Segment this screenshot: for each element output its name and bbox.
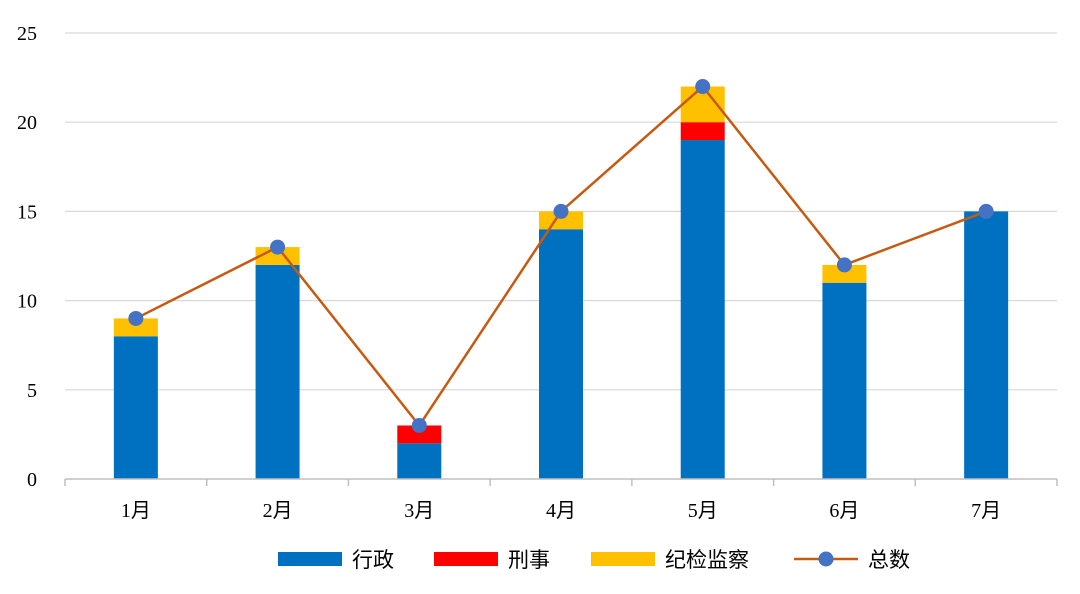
bar-segment [822,264,867,283]
total-marker [836,257,852,273]
bar-segment [397,425,442,444]
total-marker [978,203,994,219]
x-axis: 1月 2月 3月 4月 5月 6月 7月 [64,478,1058,522]
legend-swatch [278,552,342,566]
legend-label: 总数 [868,548,910,572]
bar-segment [822,282,867,479]
bar-segment [397,443,442,479]
total-marker [411,417,427,433]
total-marker [695,79,711,95]
x-tick-label: 3月 [404,500,434,522]
x-tick-label: 4月 [546,500,576,522]
total-line-series [128,79,994,433]
y-tick-label: 15 [17,201,37,223]
legend-swatch [591,552,655,566]
bar-segment [539,211,583,230]
y-tick-label: 25 [17,23,37,45]
legend-label: 刑事 [508,548,550,572]
bar-segment [113,336,158,479]
x-tick-label: 1月 [121,500,151,522]
bar-segment [255,264,300,479]
legend-label: 纪检监察 [665,548,749,572]
bar-segment [680,122,725,141]
y-tick-label: 20 [17,112,37,134]
x-tick-label: 2月 [263,500,293,522]
y-tick-label: 5 [27,380,37,402]
x-tick-label: 6月 [829,500,859,522]
bar-segment [539,229,583,479]
legend-swatch [434,552,498,566]
x-tick-label: 5月 [688,500,718,522]
bar-segment [113,318,158,337]
y-tick-label: 0 [27,469,37,491]
bar-segment [964,211,1009,479]
legend: 行政 刑事 纪检监察 总数 [278,548,910,572]
bar-segment [680,140,725,480]
legend-label: 行政 [352,548,394,572]
total-marker [270,239,286,255]
total-marker [553,203,569,219]
bar-series [113,86,1009,480]
legend-marker-swatch [818,551,834,567]
y-tick-label: 10 [17,291,37,313]
y-axis-ticks: 0 5 10 15 20 25 [17,23,37,491]
x-tick-label: 7月 [971,500,1001,522]
total-marker [128,310,144,326]
